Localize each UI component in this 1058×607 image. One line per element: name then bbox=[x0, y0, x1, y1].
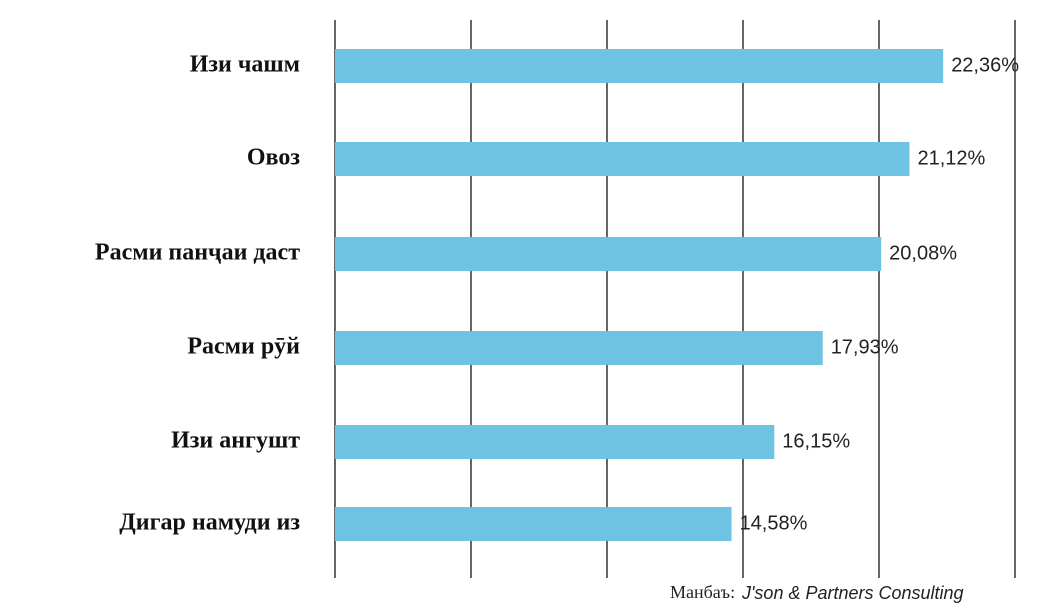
category-label: Расми рӯй bbox=[187, 334, 300, 360]
value-label: 16,15% bbox=[782, 430, 850, 452]
bar bbox=[335, 142, 910, 176]
category-label: Овоз bbox=[247, 145, 300, 171]
bar bbox=[335, 425, 775, 459]
bar bbox=[335, 507, 732, 541]
bar bbox=[335, 331, 823, 365]
category-label: Дигар намуди из bbox=[119, 510, 300, 536]
value-label: 21,12% bbox=[917, 147, 985, 169]
source-label: Манбаъ: bbox=[670, 582, 735, 602]
value-label: 20,08% bbox=[889, 242, 957, 264]
value-label: 14,58% bbox=[740, 512, 808, 534]
bar bbox=[335, 237, 882, 271]
value-label: 22,36% bbox=[951, 54, 1019, 76]
category-label: Расми панҷаи даст bbox=[95, 240, 300, 266]
category-label: Изи чашм bbox=[190, 52, 300, 78]
bar bbox=[335, 49, 944, 83]
category-label: Изи ангушт bbox=[171, 428, 300, 454]
value-label: 17,93% bbox=[831, 336, 899, 358]
source: J'son & Partners Consulting bbox=[741, 583, 964, 603]
